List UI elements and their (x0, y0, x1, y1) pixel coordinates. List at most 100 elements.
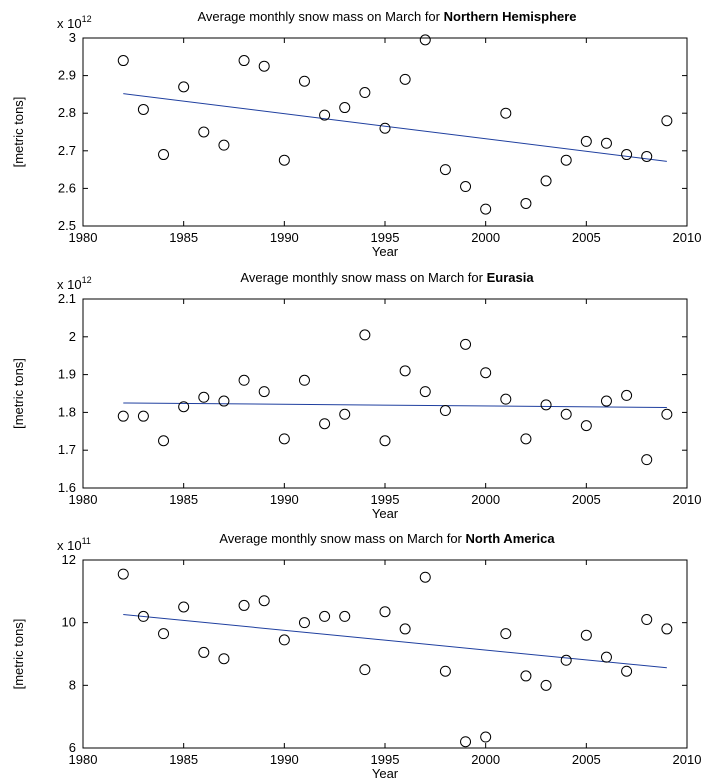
data-point (238, 599, 250, 611)
y-tick-label: 12 (62, 552, 76, 567)
data-point (460, 181, 472, 193)
data-point (520, 433, 532, 445)
y-axis-exponent-power: 12 (82, 14, 92, 24)
x-axis-label: Year (372, 244, 399, 259)
chart-title-prefix: Average monthly snow mass on March for (219, 531, 465, 546)
x-tick-label: 2010 (673, 752, 702, 767)
data-point (359, 87, 371, 99)
data-point (238, 55, 250, 67)
data-point (399, 365, 411, 377)
y-tick-label: 2.8 (58, 105, 76, 120)
chart-title: Average monthly snow mass on March for N… (219, 531, 555, 546)
data-point (661, 623, 673, 635)
y-tick-label: 3 (69, 30, 76, 45)
plot-area-frame (82, 37, 688, 227)
data-point (540, 679, 552, 691)
data-point (298, 374, 310, 386)
data-point (198, 126, 210, 138)
data-point (359, 329, 371, 341)
data-point (460, 736, 472, 748)
y-tick-label: 1.7 (58, 442, 76, 457)
data-point (621, 665, 633, 677)
data-point (500, 393, 512, 405)
x-tick-label: 2005 (572, 230, 601, 245)
y-axis-exponent: x 1011 (57, 536, 91, 553)
y-tick-label: 1.8 (58, 404, 76, 419)
x-tick-label: 2000 (471, 492, 500, 507)
data-point (238, 374, 250, 386)
data-point (339, 610, 351, 622)
data-point (298, 617, 310, 629)
x-tick-label: 1980 (69, 752, 98, 767)
y-tick-label: 2 (69, 329, 76, 344)
data-point (137, 103, 149, 115)
data-point (560, 408, 572, 420)
x-tick-label: 1995 (371, 492, 400, 507)
data-point (480, 203, 492, 215)
data-point (137, 410, 149, 422)
data-point (339, 102, 351, 114)
data-point (117, 568, 129, 580)
x-axis-label: Year (372, 506, 399, 521)
y-axis-exponent-base: x 10 (57, 277, 82, 292)
chart-title: Average monthly snow mass on March for E… (240, 270, 534, 285)
data-point (218, 395, 230, 407)
y-axis-exponent: x 1012 (57, 14, 92, 31)
data-point (399, 623, 411, 635)
x-tick-label: 2005 (572, 492, 601, 507)
data-point (198, 391, 210, 403)
x-tick-label: 1985 (169, 492, 198, 507)
plot-area-frame (82, 559, 688, 749)
y-tick-label: 2.7 (58, 143, 76, 158)
y-tick-label: 1.9 (58, 367, 76, 382)
chart-title-prefix: Average monthly snow mass on March for (197, 9, 443, 24)
x-axis-label: Year (372, 766, 399, 781)
x-tick-label: 2010 (673, 230, 702, 245)
data-point (379, 122, 391, 134)
data-point (258, 386, 270, 398)
data-point (319, 610, 331, 622)
data-point (600, 651, 612, 663)
data-point (419, 571, 431, 583)
x-tick-label: 1990 (270, 752, 299, 767)
data-point (399, 73, 411, 85)
data-point (278, 634, 290, 646)
data-point (580, 135, 592, 147)
data-point (500, 628, 512, 640)
data-point (258, 60, 270, 72)
data-point (117, 410, 129, 422)
data-point (600, 137, 612, 149)
x-tick-label: 1995 (371, 230, 400, 245)
x-tick-label: 1990 (270, 230, 299, 245)
y-axis-exponent: x 1012 (57, 275, 92, 292)
data-point (439, 405, 451, 417)
x-tick-label: 1990 (270, 492, 299, 507)
plot-area-frame (82, 298, 688, 489)
data-point (621, 389, 633, 401)
data-point (178, 401, 190, 413)
data-point (218, 139, 230, 151)
chart-title-region: Eurasia (487, 270, 535, 285)
data-point (198, 646, 210, 658)
data-point (419, 34, 431, 46)
data-point (560, 154, 572, 166)
data-point (158, 628, 170, 640)
data-point (641, 614, 653, 626)
data-point (480, 731, 492, 743)
trend-line (123, 614, 667, 669)
chart-panel-2: Average monthly snow mass on March for E… (11, 270, 701, 521)
data-point (319, 418, 331, 430)
data-point (439, 164, 451, 176)
data-point (359, 664, 371, 676)
chart-title: Average monthly snow mass on March for N… (197, 9, 576, 24)
data-point (379, 606, 391, 618)
x-tick-label: 1985 (169, 752, 198, 767)
data-point (258, 595, 270, 607)
y-tick-label: 10 (62, 615, 76, 630)
chart-panel-1: Average monthly snow mass on March for N… (11, 9, 701, 259)
data-point (641, 150, 653, 162)
data-point (117, 55, 129, 67)
data-point (158, 149, 170, 161)
y-axis-exponent-base: x 10 (57, 538, 82, 553)
y-tick-label: 2.1 (58, 291, 76, 306)
